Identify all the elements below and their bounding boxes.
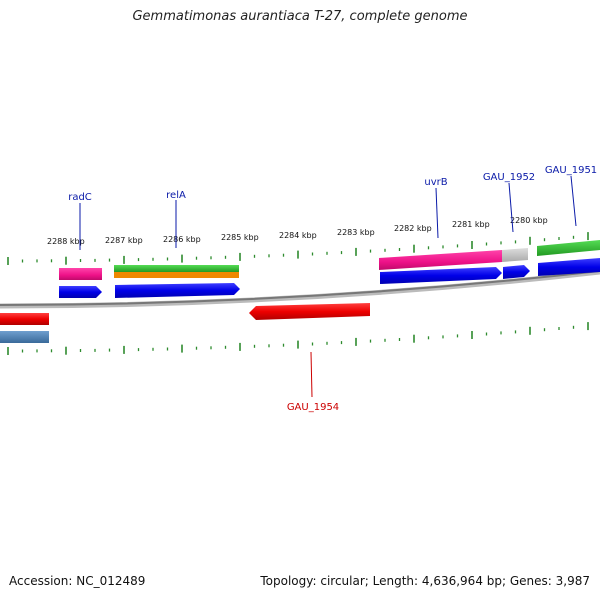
gene-labels: radC relA uvrB GAU_1952 GAU_1951 GAU_195… (68, 165, 597, 413)
genome-backbone-core (0, 270, 600, 306)
leader-line-gau1951 (570, 175, 577, 227)
cds-arrow-relA[interactable] (115, 283, 240, 298)
rna-feature-pink[interactable] (59, 268, 102, 280)
leader-line-uvrB (435, 187, 439, 239)
bottom-tick-track (7, 322, 589, 355)
rna-feature-orange[interactable] (114, 272, 239, 278)
tick-label: 2280 kbp (510, 216, 548, 225)
tick-label: 2284 kbp (279, 231, 317, 240)
rna-feature-green-gau1951[interactable] (537, 240, 600, 256)
cds-arrow-gau1954[interactable] (249, 303, 370, 320)
top-tick-track (7, 232, 589, 265)
leader-line-gau1952 (508, 182, 514, 233)
gray-feature-gau1952[interactable] (502, 248, 528, 262)
cds-feature-red-left[interactable] (0, 313, 49, 325)
tick-label: 2287 kbp (105, 236, 143, 245)
tick-label: 2282 kbp (394, 224, 432, 233)
gene-label-gau1951[interactable]: GAU_1951 (545, 165, 597, 176)
rna-feature-green[interactable] (114, 265, 239, 272)
cds-arrow-gau1952[interactable] (503, 265, 530, 279)
cds-arrow-radC[interactable] (59, 286, 102, 298)
label-leaders (79, 175, 577, 398)
cds-arrow-gau1951[interactable] (538, 258, 600, 276)
gene-label-gau1954[interactable]: GAU_1954 (287, 402, 339, 413)
genome-title: Gemmatimonas aurantiaca T-27, complete g… (132, 9, 468, 24)
tick-label: 2286 kbp (163, 235, 201, 244)
tick-label: 2281 kbp (452, 220, 490, 229)
tick-label: 2283 kbp (337, 228, 375, 237)
accession-text: Accession: NC_012489 (9, 574, 146, 588)
tick-label-group: 2288 kbp 2287 kbp 2286 kbp 2285 kbp 2284… (47, 216, 548, 246)
gene-label-gau1952[interactable]: GAU_1952 (483, 172, 535, 183)
gene-label-relA[interactable]: relA (166, 190, 186, 201)
tick-label: 2285 kbp (221, 233, 259, 242)
genome-info-text: Topology: circular; Length: 4,636,964 bp… (260, 574, 590, 588)
reverse-features (0, 303, 370, 343)
gene-label-radC[interactable]: radC (68, 192, 92, 203)
tick-label: 2288 kbp (47, 237, 85, 246)
leader-line-gau1954 (310, 351, 313, 398)
rna-feature-pink-uvrB[interactable] (379, 250, 502, 270)
gene-label-uvrB[interactable]: uvrB (424, 177, 447, 188)
forward-features (59, 240, 600, 298)
cds-arrow-uvrB[interactable] (380, 267, 502, 284)
steel-feature-left[interactable] (0, 331, 49, 343)
